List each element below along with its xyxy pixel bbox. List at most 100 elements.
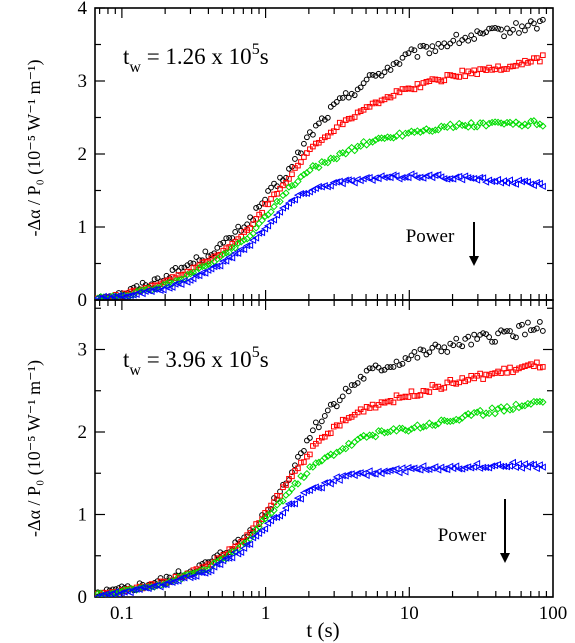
data-point	[455, 465, 463, 473]
data-point	[452, 122, 460, 131]
data-point	[487, 177, 496, 186]
data-point	[371, 433, 380, 441]
data-point	[486, 372, 492, 379]
data-point	[304, 150, 310, 156]
data-point	[330, 423, 337, 430]
data-point	[289, 171, 295, 178]
data-point	[207, 265, 215, 273]
data-point	[519, 321, 525, 328]
data-point	[310, 143, 316, 150]
data-point	[488, 118, 496, 127]
data-point	[265, 201, 271, 208]
x-tick-label: 0.1	[110, 603, 134, 624]
data-point	[342, 90, 349, 96]
data-point	[399, 394, 406, 401]
data-point	[428, 127, 437, 136]
data-point	[423, 388, 430, 395]
data-point	[290, 500, 298, 508]
data-point	[510, 63, 516, 70]
x-tick-label: 100	[539, 603, 568, 624]
data-point	[353, 435, 362, 444]
data-point	[468, 32, 475, 39]
data-point	[493, 460, 502, 469]
data-point	[195, 568, 203, 577]
data-point	[229, 235, 236, 241]
data-point	[295, 453, 301, 460]
data-point	[407, 465, 415, 473]
data-point	[443, 465, 451, 474]
data-point	[507, 328, 513, 334]
data-point	[117, 589, 125, 597]
data-point	[252, 224, 260, 232]
data-point	[473, 459, 481, 468]
y-tick-label: 1	[78, 505, 88, 526]
data-point	[342, 117, 349, 123]
data-point	[357, 84, 364, 91]
data-point	[438, 348, 445, 355]
data-point	[335, 476, 343, 484]
data-point	[371, 136, 380, 144]
data-point	[416, 424, 425, 432]
data-point	[438, 78, 445, 85]
data-point	[447, 72, 454, 78]
data-point	[464, 174, 472, 182]
data-point	[169, 274, 176, 280]
data-point	[312, 419, 319, 426]
data-point	[238, 538, 244, 545]
power-arrow-head	[469, 256, 479, 266]
data-point	[204, 260, 213, 269]
data-point	[336, 422, 343, 429]
data-point	[274, 493, 280, 499]
data-point	[324, 158, 332, 167]
data-point	[471, 36, 478, 42]
data-point	[235, 542, 241, 549]
data-point	[313, 440, 319, 447]
data-point	[389, 134, 398, 142]
data-point	[491, 118, 499, 126]
series-square	[95, 359, 546, 597]
data-point	[384, 364, 391, 370]
data-point	[530, 326, 537, 333]
data-point	[525, 319, 531, 326]
data-point	[252, 234, 260, 242]
data-point	[384, 398, 391, 405]
data-point	[301, 140, 307, 147]
data-point	[330, 128, 337, 134]
data-point	[296, 495, 304, 503]
data-point	[386, 174, 394, 182]
data-point	[455, 172, 463, 181]
data-point	[234, 249, 242, 257]
data-point	[326, 182, 334, 190]
data-point	[513, 20, 519, 26]
data-point	[480, 330, 487, 337]
data-point	[516, 365, 522, 372]
data-point	[422, 422, 431, 430]
data-point	[435, 77, 442, 83]
data-point	[279, 497, 287, 505]
data-point	[446, 417, 454, 426]
data-point	[416, 128, 425, 136]
data-point	[263, 519, 272, 527]
data-point	[247, 225, 253, 231]
data-point	[461, 411, 469, 419]
data-point	[363, 104, 370, 110]
data-point	[339, 416, 346, 423]
data-point	[222, 257, 230, 265]
data-point	[380, 467, 388, 475]
data-point	[168, 283, 176, 291]
data-point	[477, 370, 483, 377]
data-point	[476, 173, 484, 182]
data-point	[243, 235, 251, 243]
data-point	[213, 262, 221, 270]
data-point	[435, 343, 442, 350]
data-point	[305, 486, 313, 495]
data-point	[186, 270, 195, 278]
data-point	[198, 569, 206, 577]
data-point	[327, 430, 334, 436]
data-point	[318, 418, 325, 425]
data-point	[536, 18, 543, 25]
data-point	[519, 23, 525, 30]
data-point	[479, 411, 487, 420]
data-point	[476, 406, 484, 415]
data-point	[108, 590, 116, 597]
